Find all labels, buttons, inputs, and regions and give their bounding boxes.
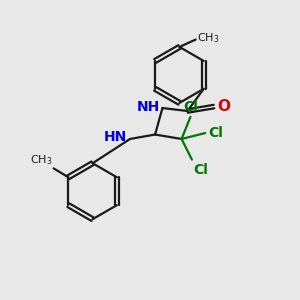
Text: Cl: Cl	[194, 163, 208, 176]
Text: Cl: Cl	[183, 100, 198, 114]
Text: HN: HN	[104, 130, 127, 144]
Text: O: O	[218, 99, 230, 114]
Text: NH: NH	[136, 100, 160, 114]
Text: CH$_3$: CH$_3$	[197, 31, 220, 45]
Text: Cl: Cl	[209, 126, 224, 140]
Text: CH$_3$: CH$_3$	[30, 153, 52, 167]
